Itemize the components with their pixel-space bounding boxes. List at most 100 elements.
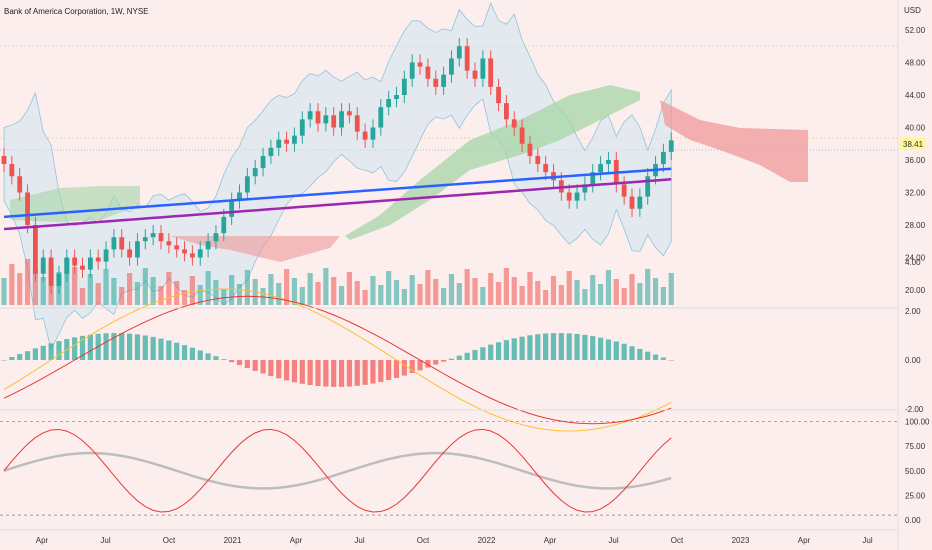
macd-hist-bar [32, 348, 38, 360]
volume-bar [456, 283, 462, 305]
candle [205, 241, 211, 250]
volume-bar [174, 281, 180, 305]
macd-hist-bar [134, 334, 141, 360]
volume-bar [605, 270, 612, 305]
volume-bar [535, 281, 541, 305]
macd-hist-bar [221, 359, 227, 360]
macd-hist-bar [158, 338, 164, 360]
macd-hist-bar [103, 333, 109, 360]
volume-bar [315, 282, 321, 305]
macd-hist-bar [558, 333, 564, 360]
volume-bar [527, 272, 533, 305]
volume-bar [1, 278, 7, 305]
stoch-k-line [3, 428, 672, 513]
volume-bar [378, 285, 384, 305]
candle [386, 99, 392, 108]
volume-bar [166, 272, 172, 305]
macd-hist-bar [543, 333, 549, 360]
macd-hist-bar [268, 360, 274, 377]
candle [409, 62, 415, 79]
volume-bar [24, 259, 31, 305]
volume-bar [87, 274, 93, 305]
candle [64, 257, 70, 274]
volume-bar [331, 277, 337, 305]
candle [535, 155, 541, 165]
candle [87, 257, 93, 270]
macd-hist-bar [511, 338, 517, 360]
candle [221, 216, 227, 234]
x-tick-label: Jul [608, 536, 618, 545]
volume-bar [386, 271, 392, 305]
candle [56, 273, 62, 286]
macd-signal-line [3, 295, 672, 425]
macd-hist-bar [527, 335, 533, 360]
macd-hist-bar [425, 360, 431, 368]
macd-hist-bar [503, 340, 509, 360]
candle [504, 103, 509, 120]
macd-hist-bar [393, 360, 400, 378]
candle [135, 241, 140, 258]
x-tick-label: Apr [544, 536, 557, 545]
volume-bar [9, 264, 15, 305]
volume-bar [244, 270, 250, 305]
macd-hist-bar [456, 355, 462, 360]
rsi-tick-label: 75.00 [905, 442, 926, 451]
macd-hist-bar [370, 360, 376, 384]
volume-bar [668, 273, 674, 305]
x-tick-label: Jul [862, 536, 872, 545]
volume-bar [362, 290, 368, 305]
rsi-tick-label: 100.00 [905, 418, 930, 427]
candle [590, 172, 596, 185]
candle [527, 143, 533, 156]
candle [182, 249, 187, 254]
candle [472, 70, 478, 79]
macd-hist-bar [252, 360, 258, 371]
candle [9, 164, 15, 177]
candle [347, 111, 352, 116]
price-tick-label: 36.00 [905, 156, 926, 165]
candle [119, 237, 125, 250]
macd-hist-bar [566, 333, 572, 360]
x-tick-label: 2023 [732, 536, 750, 545]
macd-hist-bar [119, 333, 125, 360]
x-tick-label: Apr [290, 536, 303, 545]
candle [260, 155, 266, 169]
price-tick-label: 52.00 [905, 26, 926, 35]
volume-bar [17, 273, 23, 305]
macd-hist-bar [354, 360, 360, 386]
volume-bar [181, 290, 188, 305]
volume-bar [495, 282, 502, 305]
candle [284, 139, 289, 144]
candle [323, 115, 329, 124]
volume-bar [370, 276, 376, 305]
candle [488, 58, 494, 87]
volume-bar [511, 277, 517, 305]
volume-bar [354, 281, 360, 305]
volume-bar [645, 269, 651, 305]
macd-hist-bar [87, 334, 93, 360]
price-tick-label: 20.00 [905, 286, 926, 295]
x-tick-label: Oct [417, 536, 430, 545]
macd-hist-bar [276, 360, 282, 379]
macd-hist-bar [338, 360, 345, 387]
currency-label: USD [904, 6, 921, 15]
candle [668, 140, 674, 152]
candle [480, 58, 486, 79]
macd-hist-bar [1, 360, 7, 361]
candle [606, 160, 611, 165]
volume-bar [472, 278, 478, 305]
volume-bar [652, 278, 659, 305]
volume-bar [488, 273, 494, 305]
volume-bar [229, 275, 235, 305]
candle [629, 196, 635, 209]
candle [661, 151, 666, 165]
macd-hist-bar [323, 360, 329, 387]
macd-hist-bar [307, 360, 313, 386]
volume-bar [566, 271, 572, 305]
candle [394, 95, 399, 100]
macd-hist-bar [40, 345, 46, 360]
volume-bar [268, 274, 274, 305]
macd-hist-bar [401, 360, 407, 376]
candle [598, 164, 603, 173]
